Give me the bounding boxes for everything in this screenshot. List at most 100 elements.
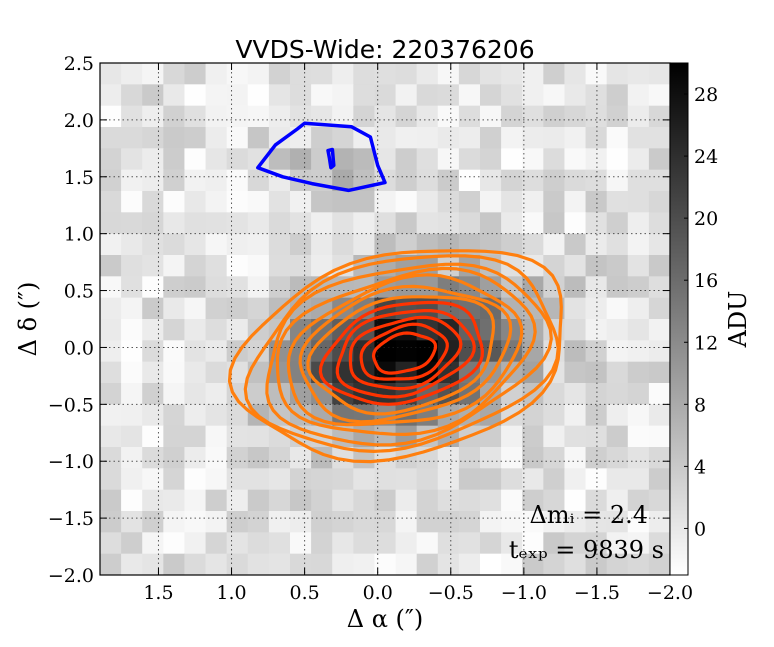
image-pixel <box>247 212 270 235</box>
image-pixel <box>501 212 523 235</box>
image-pixel <box>268 233 291 256</box>
image-pixel <box>163 447 186 469</box>
image-pixel <box>163 425 186 448</box>
image-pixel <box>100 297 122 320</box>
image-pixel <box>205 105 228 128</box>
image-pixel <box>121 276 143 299</box>
image-pixel <box>374 84 397 107</box>
image-pixel <box>121 255 143 277</box>
image-pixel <box>501 233 523 256</box>
image-pixel <box>648 169 670 192</box>
image-pixel <box>100 425 122 448</box>
image-pixel <box>247 148 270 171</box>
image-pixel <box>543 191 566 213</box>
chart-title: VVDS-Wide: 220376206 <box>235 35 534 64</box>
y-axis-label: Δ δ (″) <box>14 282 42 357</box>
image-pixel <box>648 191 670 213</box>
image-pixel <box>268 127 291 149</box>
image-pixel <box>416 212 439 235</box>
image-pixel <box>163 489 186 512</box>
image-pixel <box>290 553 312 575</box>
image-pixel <box>353 511 376 533</box>
image-pixel <box>205 148 228 171</box>
image-pixel <box>522 447 544 469</box>
image-pixel <box>268 489 291 512</box>
image-pixel <box>100 511 122 533</box>
image-pixel <box>437 553 460 575</box>
image-pixel <box>374 532 397 555</box>
image-pixel <box>522 127 544 149</box>
image-pixel <box>100 148 122 171</box>
image-pixel <box>543 383 566 405</box>
image-pixel <box>564 84 587 107</box>
image-pixel <box>606 233 629 256</box>
image-pixel <box>247 191 270 213</box>
image-pixel <box>501 511 523 533</box>
image-pixel <box>480 84 502 107</box>
image-pixel <box>585 105 608 128</box>
image-pixel <box>585 84 608 107</box>
image-pixel <box>480 319 502 341</box>
image-pixel <box>437 468 460 491</box>
delta-mag-annotation: Δmᵢ = 2.4 <box>530 501 648 529</box>
image-pixel <box>205 489 228 512</box>
image-pixel <box>606 489 629 512</box>
image-pixel <box>332 532 354 555</box>
image-pixel <box>501 191 523 213</box>
image-pixel <box>332 191 354 213</box>
image-pixel <box>184 468 207 491</box>
image-pixel <box>353 553 376 575</box>
image-pixel <box>247 553 270 575</box>
image-pixel <box>458 105 481 128</box>
image-pixel <box>606 468 629 491</box>
image-pixel <box>100 319 122 341</box>
image-pixel <box>522 553 544 575</box>
colorbar-label: ADU <box>724 291 752 349</box>
image-pixel <box>522 511 544 533</box>
image-pixel <box>585 468 608 491</box>
image-pixel <box>437 84 460 107</box>
image-pixel <box>522 105 544 128</box>
image-pixel <box>648 148 670 171</box>
image-pixel <box>163 383 186 405</box>
image-pixel <box>226 532 249 555</box>
image-pixel <box>163 169 186 192</box>
image-pixel <box>606 447 629 469</box>
image-pixel <box>247 63 270 85</box>
image-pixel <box>163 319 186 341</box>
image-pixel <box>374 511 397 533</box>
image-pixel <box>543 148 566 171</box>
image-pixel <box>627 340 650 363</box>
image-pixel <box>585 447 608 469</box>
image-pixel <box>163 361 186 384</box>
image-pixel <box>121 63 143 85</box>
image-pixel <box>184 212 207 235</box>
image-pixel <box>332 84 354 107</box>
image-pixel <box>648 105 670 128</box>
image-pixel <box>184 383 207 405</box>
colorbar-tick-label: 12 <box>694 332 718 354</box>
image-pixel <box>205 553 228 575</box>
image-pixel <box>585 361 608 384</box>
image-pixel <box>564 383 587 405</box>
image-pixel <box>121 404 143 427</box>
image-pixel <box>142 169 164 192</box>
image-pixel <box>416 105 439 128</box>
image-pixel <box>121 191 143 213</box>
image-pixel <box>205 84 228 107</box>
image-pixel <box>184 319 207 341</box>
image-pixel <box>184 105 207 128</box>
source-contour <box>227 249 563 464</box>
x-tick-label: 1.5 <box>143 582 173 604</box>
image-pixel <box>585 532 608 555</box>
source-contour <box>318 300 484 406</box>
image-pixel <box>480 553 502 575</box>
image-pixel <box>522 212 544 235</box>
image-pixel <box>395 468 418 491</box>
image-pixel <box>458 468 481 491</box>
source-contour <box>359 322 449 381</box>
image-pixel <box>311 127 333 149</box>
image-pixel <box>184 276 207 299</box>
image-pixel <box>247 297 270 320</box>
image-pixel <box>564 425 587 448</box>
